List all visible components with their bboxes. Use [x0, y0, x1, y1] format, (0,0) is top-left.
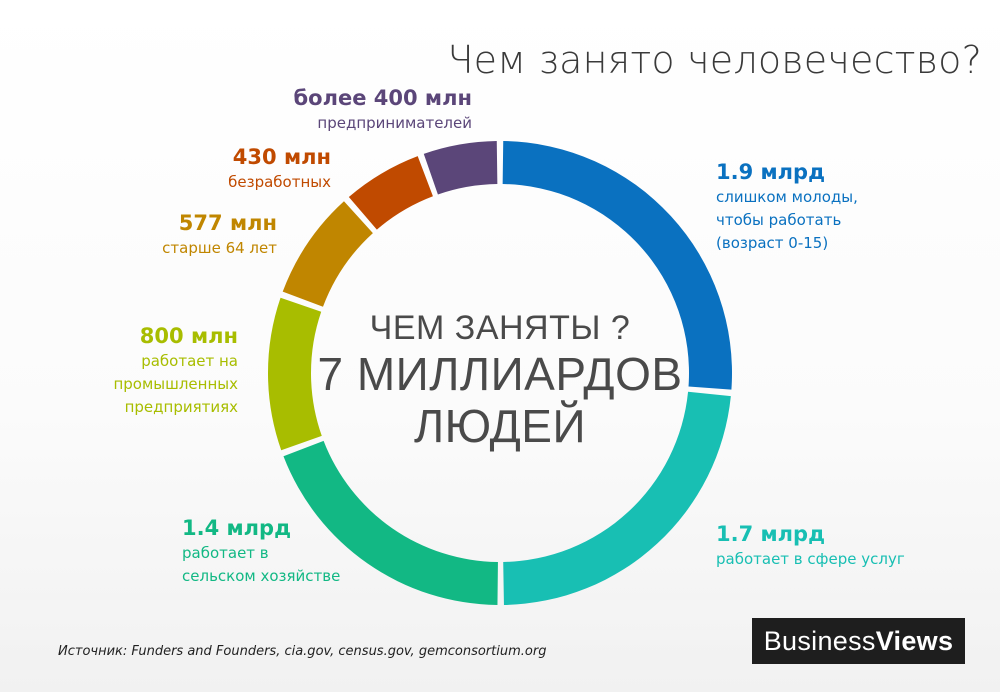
label-services-desc: работает в сфере услуг: [716, 550, 905, 568]
donut-slice-agriculture: [283, 440, 498, 605]
label-entrepreneurs: более 400 млн предпринимателей: [294, 84, 472, 135]
donut-slice-unemployed: [348, 156, 433, 230]
label-unemployed: 430 млн безработных: [228, 143, 331, 194]
label-unemployed-value: 430 млн: [232, 145, 331, 169]
label-elderly-value: 577 млн: [178, 211, 277, 235]
center-line-1: ЧЕМ ЗАНЯТЫ ?: [369, 309, 631, 347]
center-line-2: 7 МИЛЛИАРДОВ: [317, 348, 683, 400]
label-services-value: 1.7 млрд: [716, 522, 826, 546]
logo-part-2: Views: [875, 625, 954, 656]
label-industry-value: 800 млн: [139, 324, 238, 348]
label-industry-desc: работает на промышленных предприятиях: [113, 352, 238, 416]
brand-logo: Business Views: [752, 618, 965, 664]
source-note: Источник: Funders and Founders, cia.gov,…: [58, 644, 547, 659]
donut-center-text: ЧЕМ ЗАНЯТЫ ? 7 МИЛЛИАРДОВ ЛЮДЕЙ: [300, 308, 700, 452]
label-agriculture: 1.4 млрд работает в сельском хозяйстве: [182, 514, 340, 588]
page-title: Чем занято человечество?: [447, 38, 982, 82]
label-young-value: 1.9 млрд: [716, 160, 826, 184]
donut-slice-entrepreneurs: [423, 141, 498, 195]
label-elderly-desc: старше 64 лет: [162, 239, 277, 257]
label-unemployed-desc: безработных: [228, 173, 331, 191]
donut-slice-industry: [268, 297, 322, 451]
logo-part-1: Business: [763, 625, 876, 656]
donut-slice-young: [502, 141, 732, 390]
center-line-3: ЛЮДЕЙ: [413, 400, 587, 452]
donut-slice-elderly: [282, 201, 373, 307]
label-services: 1.7 млрд работает в сфере услуг: [716, 520, 905, 571]
label-elderly: 577 млн старше 64 лет: [162, 209, 277, 260]
label-young-desc: слишком молоды, чтобы работать (возраст …: [716, 188, 858, 252]
label-agriculture-value: 1.4 млрд: [182, 516, 292, 540]
donut-slice-services: [503, 391, 731, 605]
label-agriculture-desc: работает в сельском хозяйстве: [182, 544, 341, 585]
label-young: 1.9 млрд слишком молоды, чтобы работать …: [716, 158, 858, 255]
label-industry: 800 млн работает на промышленных предпри…: [113, 322, 238, 419]
label-entrepreneurs-value: более 400 млн: [293, 86, 472, 110]
label-entrepreneurs-desc: предпринимателей: [317, 114, 472, 132]
